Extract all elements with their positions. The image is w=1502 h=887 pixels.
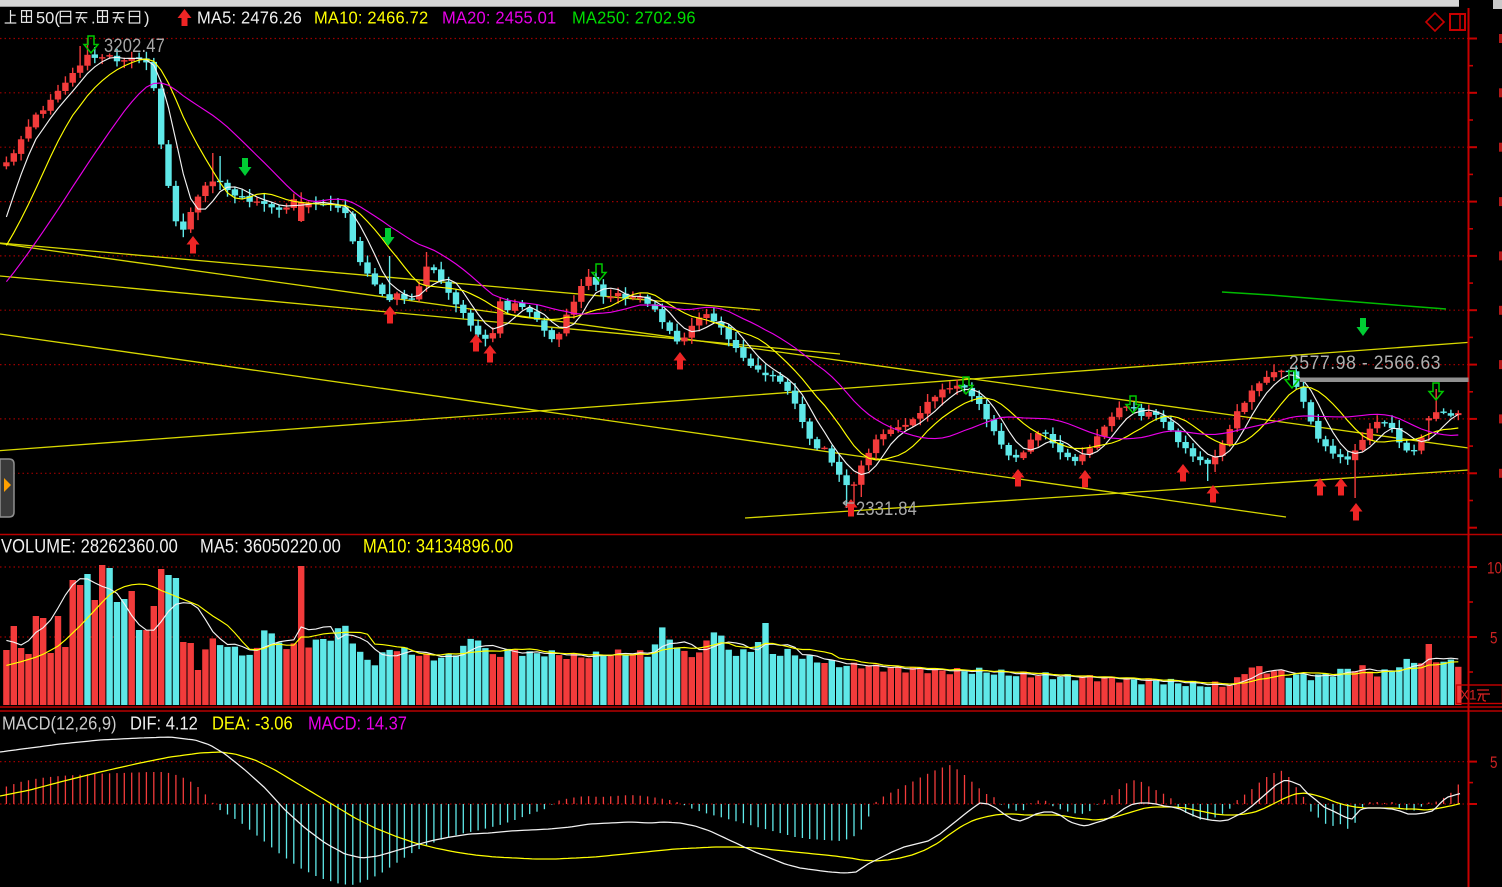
- svg-text:MA250: 2702.96: MA250: 2702.96: [572, 7, 696, 28]
- svg-text:MA10: 2466.72: MA10: 2466.72: [314, 7, 428, 28]
- svg-text:X1: X1: [1460, 688, 1477, 703]
- svg-text:MACD: 14.37: MACD: 14.37: [308, 713, 407, 734]
- svg-text:MA10: 34134896.00: MA10: 34134896.00: [363, 535, 513, 556]
- svg-text:3202.47: 3202.47: [104, 35, 165, 56]
- svg-text:10: 10: [1487, 559, 1502, 578]
- svg-text:): ): [144, 10, 150, 28]
- svg-text:MA5: 2476.26: MA5: 2476.26: [197, 7, 302, 28]
- svg-text:50(: 50(: [36, 10, 60, 28]
- svg-text:MA20: 2455.01: MA20: 2455.01: [442, 7, 556, 28]
- svg-text:VOLUME: 28262360.00: VOLUME: 28262360.00: [1, 535, 178, 556]
- svg-text:MACD(12,26,9): MACD(12,26,9): [2, 713, 117, 734]
- svg-text:5: 5: [1490, 754, 1498, 773]
- svg-text:2331.84: 2331.84: [856, 498, 917, 520]
- svg-text:2577.98 - 2566.63: 2577.98 - 2566.63: [1289, 351, 1441, 373]
- svg-text:DEA: -3.06: DEA: -3.06: [212, 713, 293, 734]
- svg-text:DIF: 4.12: DIF: 4.12: [130, 713, 198, 734]
- svg-text:MA5: 36050220.00: MA5: 36050220.00: [200, 535, 341, 556]
- svg-text:.: .: [91, 10, 96, 28]
- svg-text:5: 5: [1490, 629, 1498, 648]
